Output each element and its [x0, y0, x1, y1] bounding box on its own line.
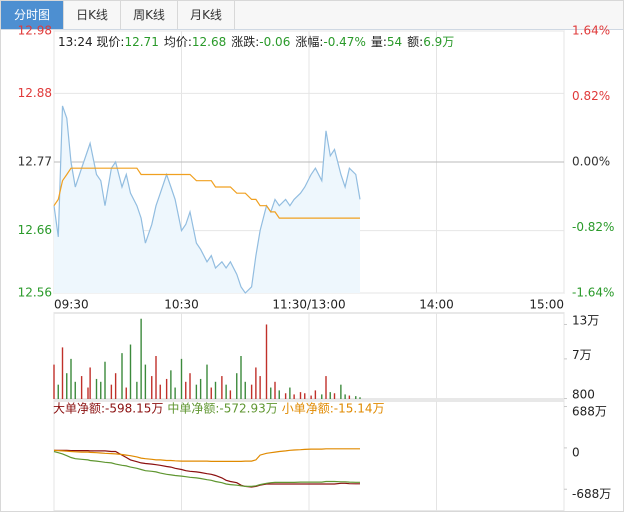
y2-tick-label: 0.00% [572, 155, 610, 169]
tab[interactable]: 月K线 [178, 1, 235, 29]
legend-entry: 中单净额:-572.93万 [167, 401, 277, 416]
quote-label: 均价: [163, 35, 192, 49]
y2-tick-label: -1.64% [572, 286, 614, 300]
quote-value: -0.47% [323, 35, 366, 49]
x-tick-label: 11:30/13:00 [272, 298, 345, 312]
x-tick-label: 10:30 [164, 298, 199, 312]
y-tick-label: 12.66 [18, 223, 52, 237]
legend-entry: 小单净额:-15.14万 [282, 402, 385, 416]
quote-value: 54 [386, 35, 403, 49]
tab[interactable]: 周K线 [121, 1, 178, 29]
y-tick-label: 12.88 [18, 86, 52, 100]
y-tick-label: 13万 [572, 313, 599, 327]
line [53, 448, 360, 462]
quote-label: 额: [407, 35, 424, 49]
line [53, 450, 360, 487]
y2-tick-label: 1.64% [572, 24, 610, 38]
quote-value: 12.71 [124, 35, 159, 49]
line [54, 449, 360, 488]
y2-tick-label: -0.82% [572, 220, 614, 234]
quote-label: 现价: [96, 35, 125, 49]
quote-value: 12.68 [191, 35, 227, 49]
y-tick-label: 0 [572, 446, 580, 460]
tab[interactable]: 日K线 [64, 1, 121, 29]
y-tick-label: 800 [572, 388, 595, 402]
line [53, 105, 361, 294]
line [53, 167, 360, 219]
y-tick-label: 688万 [572, 404, 607, 418]
quote-value: -0.06 [259, 35, 291, 49]
y-tick-label: 12.77 [18, 155, 52, 169]
quote-label: 量: [370, 35, 387, 49]
area [54, 105, 360, 294]
y-tick-label: 12.98 [18, 24, 52, 38]
tab-bar: 分时图 日K线 周K线 月K线 [1, 1, 623, 30]
y2-tick-label: 0.82% [572, 89, 610, 103]
quote-info: 13:24 现价:12.71 均价:12.68 涨跌:-0.06 涨幅:-0.47% 量… [58, 33, 459, 50]
y-tick-label: 12.56 [18, 286, 52, 300]
x-tick-label: 14:00 [419, 298, 454, 312]
x-tick-label: 09:30 [54, 298, 89, 312]
tab[interactable]: 分时图 [1, 1, 64, 29]
legend-entry: 大单净额:-598.15万 [53, 402, 163, 416]
quote-time: 13:24 [58, 35, 93, 49]
quote-value: 6.9万 [423, 35, 455, 49]
x-tick-label: 15:00 [529, 298, 564, 312]
quote-label: 涨跌: [231, 35, 260, 49]
quote-label: 涨幅: [295, 35, 324, 49]
y-tick-label: -688万 [572, 487, 611, 501]
y-tick-label: 7万 [572, 348, 592, 362]
